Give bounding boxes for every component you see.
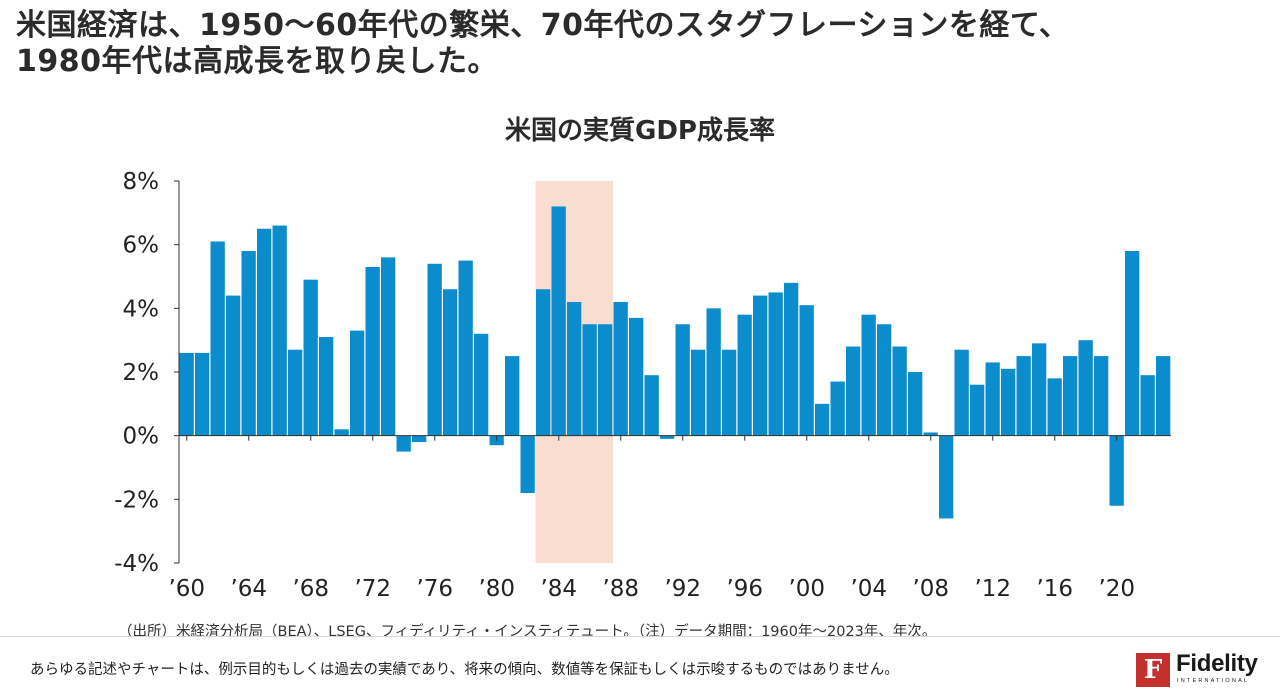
headline-line-1: 米国経済は、1950～60年代の繁栄、70年代のスタグフレーションを経て、 [16, 8, 1070, 43]
bar-1963 [226, 295, 241, 436]
gdp-bar-chart: 8% 6% 4% 2% 0% -2% -4% ’60 ’64 ’68 ’72 ’76 ’80 ’84 ’88… [114, 169, 1171, 602]
bar-1985 [567, 301, 582, 436]
bar-1978 [458, 260, 473, 436]
bar-1979 [474, 333, 489, 436]
headline-line-2: 1980年代は高成長を取り戻した。 [16, 44, 498, 79]
bar-1961 [195, 352, 210, 436]
bar-1995 [722, 349, 737, 436]
bar-1982 [520, 435, 535, 493]
bar-1990 [644, 375, 659, 436]
bar-2002 [830, 381, 845, 436]
bar-1986 [582, 324, 597, 436]
bar-1969 [319, 336, 334, 436]
y-tick-label: 6% [123, 233, 160, 259]
x-tick-label: ’88 [602, 576, 639, 602]
headline: 米国経済は、1950～60年代の繁栄、70年代のスタグフレーションを経て、 19… [16, 8, 1266, 80]
fidelity-mark-icon: F [1136, 653, 1170, 687]
bar-1964 [241, 251, 256, 436]
source-note: （出所）米経済分析局（BEA）、LSEG、フィディリティ・インスティテュート。（… [118, 624, 937, 640]
bar-2018 [1078, 340, 1093, 436]
bar-1968 [303, 279, 318, 436]
logo-name: Fidelity [1176, 650, 1258, 677]
x-tick-label: ’84 [540, 576, 577, 602]
bar-2016 [1047, 378, 1062, 436]
bar-1981 [505, 356, 520, 436]
bar-1970 [334, 429, 349, 436]
y-tick-label: 2% [123, 360, 160, 386]
fidelity-logo: F Fidelity INTERNATIONAL [1136, 650, 1272, 690]
bar-2023 [1156, 356, 1171, 436]
bar-1994 [706, 308, 721, 436]
bar-1988 [613, 301, 628, 436]
bar-1976 [427, 263, 442, 436]
disclaimer: あらゆる記述やチャートは、例示目的もしくは過去の実績であり、将来の傾向、数値等を… [30, 662, 899, 678]
bar-1999 [784, 282, 799, 436]
x-tick-label: ’20 [1098, 576, 1135, 602]
x-tick-label: ’76 [416, 576, 453, 602]
footer-divider [0, 636, 1280, 637]
bar-1977 [443, 289, 458, 436]
bar-1997 [753, 295, 768, 436]
bar-1960 [179, 352, 194, 436]
bar-1967 [288, 349, 303, 436]
x-tick-label: ’60 [168, 576, 205, 602]
bar-1992 [675, 324, 690, 436]
bar-2006 [892, 346, 907, 436]
bar-2004 [861, 314, 876, 436]
bar-1998 [768, 292, 783, 436]
x-tick-label: ’00 [788, 576, 825, 602]
x-tick-label: ’64 [230, 576, 267, 602]
bar-1974 [396, 435, 411, 452]
y-tick-label: -2% [114, 487, 159, 513]
bar-2007 [908, 372, 923, 436]
bar-2020 [1109, 435, 1124, 506]
bar-1987 [598, 324, 613, 436]
bar-2017 [1063, 356, 1078, 436]
bar-2005 [877, 324, 892, 436]
bar-1965 [257, 228, 272, 436]
bar-1975 [412, 435, 427, 443]
y-tick-label: 4% [123, 296, 160, 322]
y-tick-label: -4% [114, 551, 159, 577]
x-tick-label: ’96 [726, 576, 763, 602]
bar-1991 [660, 435, 675, 439]
bar-2001 [815, 403, 830, 436]
bar-2011 [970, 384, 985, 436]
bar-2014 [1016, 356, 1031, 436]
bar-1966 [272, 225, 287, 436]
bar-2008 [923, 432, 938, 436]
bar-1989 [629, 317, 644, 436]
bar-1973 [381, 257, 396, 436]
chart-title: 米国の実質GDP成長率 [505, 116, 775, 146]
bar-2019 [1094, 356, 1109, 436]
bar-2000 [799, 305, 814, 436]
bar-2010 [954, 349, 969, 436]
x-tick-label: ’04 [850, 576, 887, 602]
bar-2015 [1032, 343, 1047, 436]
y-tick-label: 8% [123, 169, 160, 195]
x-tick-label: ’68 [292, 576, 329, 602]
x-tick-label: ’12 [974, 576, 1011, 602]
logo-subtitle: INTERNATIONAL [1177, 678, 1250, 684]
x-tick-label: ’80 [478, 576, 515, 602]
bar-2012 [985, 362, 1000, 436]
bar-2021 [1125, 251, 1140, 436]
bar-1972 [365, 266, 380, 436]
bar-2009 [939, 435, 954, 519]
bar-1984 [551, 206, 566, 436]
x-tick-label: ’16 [1036, 576, 1073, 602]
y-tick-label: 0% [123, 424, 160, 450]
bar-1962 [210, 241, 225, 436]
bar-1993 [691, 349, 706, 436]
bar-2022 [1140, 375, 1155, 436]
x-tick-label: ’08 [912, 576, 949, 602]
bar-1996 [737, 314, 752, 436]
x-tick-label: ’72 [354, 576, 391, 602]
bar-1983 [536, 289, 551, 436]
bar-2013 [1001, 368, 1016, 436]
x-tick-label: ’92 [664, 576, 701, 602]
bar-2003 [846, 346, 861, 436]
bar-1971 [350, 330, 365, 436]
